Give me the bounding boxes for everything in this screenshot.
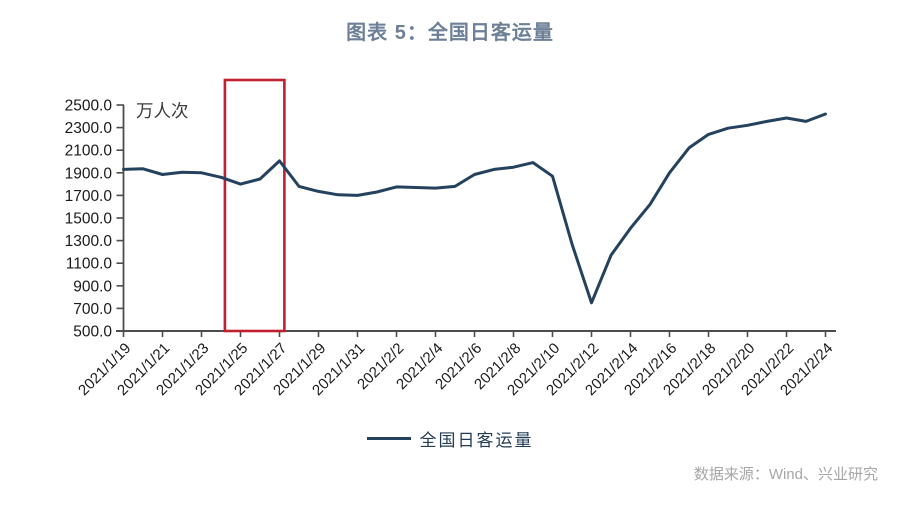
legend-series-label: 全国日客运量 — [419, 431, 534, 450]
y-tick-label: 1100.0 — [66, 256, 113, 273]
y-tick-label: 900.0 — [73, 278, 112, 295]
line-chart: 2500.0 2300.0 2100.0 1900.0 1700.0 1500.0 1300… — [65, 78, 836, 399]
y-tick-label: 2100.0 — [65, 143, 113, 160]
chart-legend: 全国日客运量 — [0, 426, 900, 451]
series-line — [122, 112, 827, 305]
legend-line-marker — [366, 437, 411, 440]
y-tick-label: 2300.0 — [65, 120, 113, 137]
y-tick-label: 1900.0 — [65, 165, 113, 182]
y-tick-label: 1500.0 — [65, 211, 113, 228]
y-tick-label: 1300.0 — [65, 233, 113, 250]
y-unit-label: 万人次 — [136, 101, 189, 121]
y-tick-label: 2500.0 — [65, 98, 113, 115]
highlight-box — [223, 78, 286, 333]
y-tick-label: 700.0 — [73, 301, 112, 318]
y-tick-label: 500.0 — [73, 324, 112, 341]
data-source-note: 数据来源：Wind、兴业研究 — [693, 466, 878, 483]
chart-title: 图表 5：全国日客运量 — [346, 22, 554, 44]
y-tick-label: 1700.0 — [65, 188, 113, 205]
